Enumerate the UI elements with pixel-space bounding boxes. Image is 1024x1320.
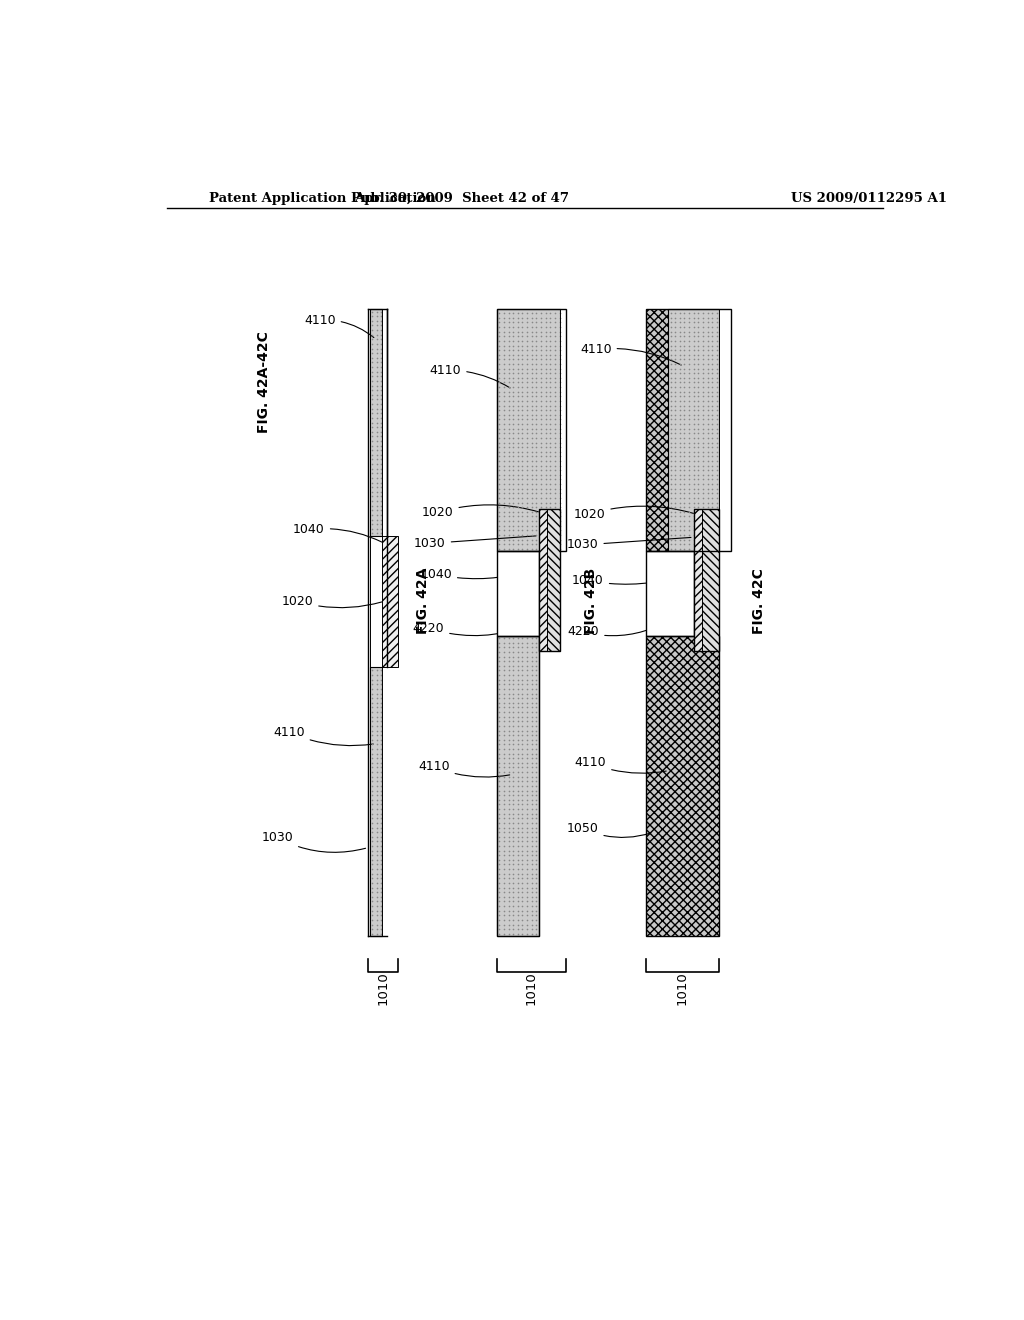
Bar bbox=[370, 309, 382, 536]
Text: 4220: 4220 bbox=[567, 622, 667, 639]
Bar bbox=[497, 309, 560, 552]
Text: 4110: 4110 bbox=[430, 363, 510, 388]
Bar bbox=[646, 309, 731, 552]
Bar bbox=[669, 309, 719, 552]
Text: FIG. 42A: FIG. 42A bbox=[417, 568, 430, 635]
Text: 1040: 1040 bbox=[572, 572, 693, 587]
Text: FIG. 42A-42C: FIG. 42A-42C bbox=[257, 331, 270, 433]
Text: FIG. 42C: FIG. 42C bbox=[752, 568, 766, 634]
Bar bbox=[547, 508, 560, 651]
Text: 1030: 1030 bbox=[566, 537, 691, 552]
Text: 4110: 4110 bbox=[418, 760, 510, 777]
Text: 4110: 4110 bbox=[304, 314, 374, 338]
Bar bbox=[539, 508, 547, 651]
Text: 1020: 1020 bbox=[422, 504, 539, 519]
Bar bbox=[719, 309, 725, 552]
Text: 1050: 1050 bbox=[566, 822, 651, 837]
Bar bbox=[539, 508, 560, 651]
Text: 1030: 1030 bbox=[261, 832, 366, 853]
Bar bbox=[560, 309, 566, 552]
Bar bbox=[382, 309, 386, 536]
Text: 1040: 1040 bbox=[293, 523, 382, 543]
Text: 1010: 1010 bbox=[377, 972, 389, 1006]
Bar bbox=[646, 636, 719, 936]
Text: FIG. 42B: FIG. 42B bbox=[584, 568, 598, 635]
Text: Apr. 30, 2009  Sheet 42 of 47: Apr. 30, 2009 Sheet 42 of 47 bbox=[353, 191, 568, 205]
Text: 1020: 1020 bbox=[282, 594, 382, 607]
Bar bbox=[497, 636, 539, 936]
Bar bbox=[646, 309, 669, 552]
Text: 1040: 1040 bbox=[420, 568, 539, 581]
Bar bbox=[497, 552, 539, 636]
Text: US 2009/0112295 A1: US 2009/0112295 A1 bbox=[791, 191, 946, 205]
Bar bbox=[701, 508, 719, 651]
Bar bbox=[646, 636, 719, 936]
Text: Patent Application Publication: Patent Application Publication bbox=[209, 191, 436, 205]
Bar bbox=[497, 636, 539, 936]
Bar bbox=[497, 309, 566, 552]
Bar bbox=[693, 508, 719, 651]
Text: 1020: 1020 bbox=[573, 506, 693, 520]
Bar bbox=[382, 667, 386, 936]
Text: 4110: 4110 bbox=[580, 343, 681, 366]
Bar bbox=[646, 552, 693, 636]
Bar bbox=[693, 508, 701, 651]
Text: 4110: 4110 bbox=[273, 726, 374, 746]
Bar bbox=[370, 667, 382, 936]
Text: 4220: 4220 bbox=[413, 622, 537, 636]
Text: 1030: 1030 bbox=[414, 536, 536, 550]
Bar bbox=[382, 536, 397, 667]
Text: 1010: 1010 bbox=[525, 972, 538, 1006]
Text: 4110: 4110 bbox=[574, 756, 667, 774]
Text: 1010: 1010 bbox=[676, 972, 688, 1006]
